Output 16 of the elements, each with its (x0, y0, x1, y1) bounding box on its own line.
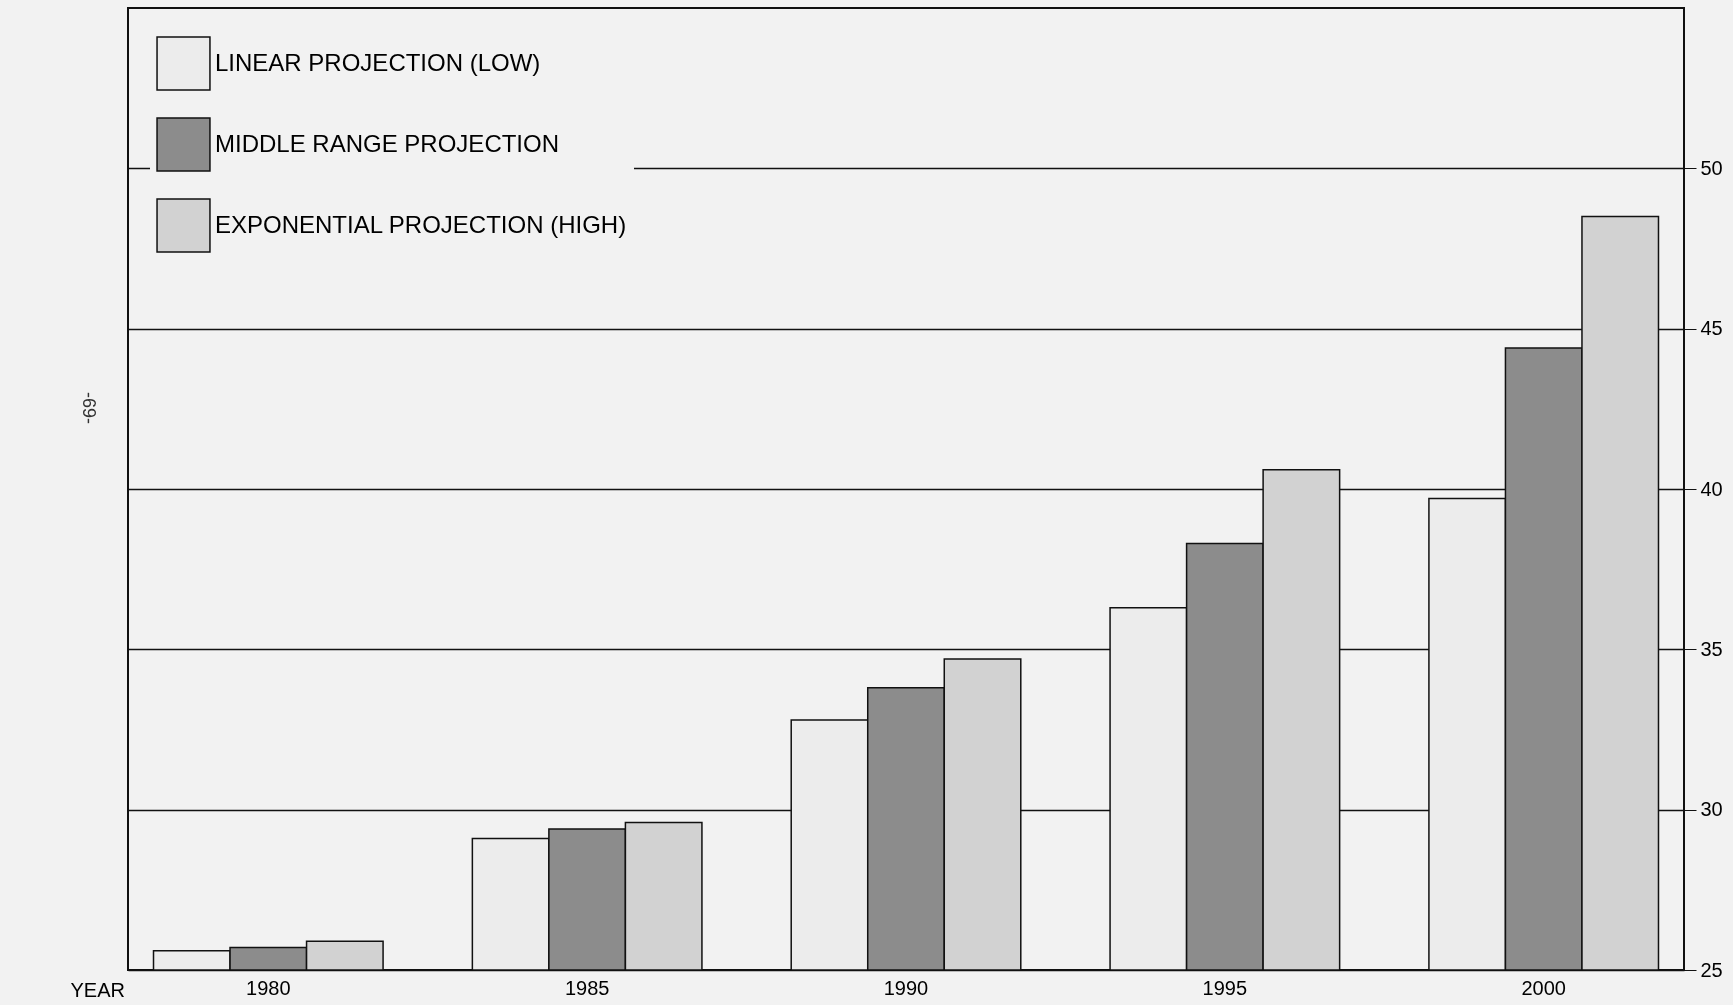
y-tick-label: 40 (1700, 477, 1723, 500)
x-axis-title: YEAR (70, 978, 125, 1001)
legend-label: MIDDLE RANGE PROJECTION (215, 129, 560, 157)
x-tick-label: 1980 (246, 976, 291, 999)
x-tick-label: 2000 (1521, 976, 1566, 999)
y-tick-label: 50 (1700, 156, 1723, 179)
x-tick-label: 1990 (883, 976, 929, 999)
legend-label: LINEAR PROJECTION (LOW) (215, 48, 541, 76)
y-tick-label: 25 (1700, 958, 1723, 981)
x-tick-label: 1995 (1202, 976, 1248, 999)
text: -69- (79, 391, 99, 425)
y-tick-label: 35 (1700, 637, 1723, 660)
x-tick-label: 1985 (564, 976, 610, 999)
y-tick-label: 30 (1700, 798, 1723, 821)
legend-label: EXPONENTIAL PROJECTION (HIGH) (215, 210, 627, 238)
y-tick-label: 45 (1700, 317, 1723, 340)
